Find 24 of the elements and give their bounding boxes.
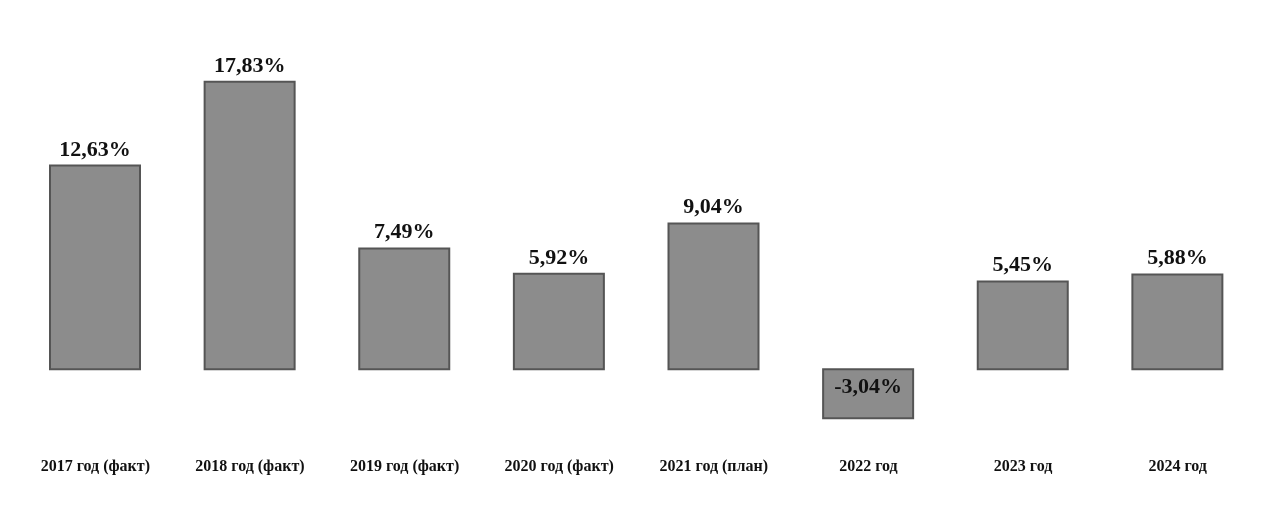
- x-tick-label: 2017 год (факт): [40, 457, 150, 476]
- x-tick-label: 2022 год: [839, 457, 898, 475]
- bar: [976, 280, 1069, 371]
- bar: [358, 247, 451, 371]
- x-tick-label: 2019 год (факт): [349, 457, 460, 476]
- x-tick-label: 2020 год (факт): [504, 457, 614, 476]
- data-label: 5,45%: [992, 251, 1053, 277]
- data-label: 9,04%: [683, 193, 744, 219]
- data-label: 17,83%: [213, 51, 286, 77]
- x-tick-label: 2024 год: [1148, 457, 1207, 475]
- bar: [49, 164, 141, 371]
- bar: [822, 368, 915, 420]
- data-label: 7,49%: [374, 218, 435, 244]
- data-label: 12,63%: [59, 135, 131, 161]
- bar: [512, 272, 605, 371]
- data-label: -3,04%: [834, 373, 903, 399]
- x-tick-label: 2021 год (план): [659, 457, 769, 476]
- bar: [203, 80, 296, 371]
- bar: [667, 222, 760, 371]
- bar: [1131, 273, 1224, 371]
- data-label: 5,88%: [1147, 244, 1208, 270]
- data-label: 5,92%: [528, 243, 590, 269]
- x-tick-label: 2023 год: [993, 457, 1053, 475]
- x-tick-label: 2018 год (факт): [195, 457, 305, 476]
